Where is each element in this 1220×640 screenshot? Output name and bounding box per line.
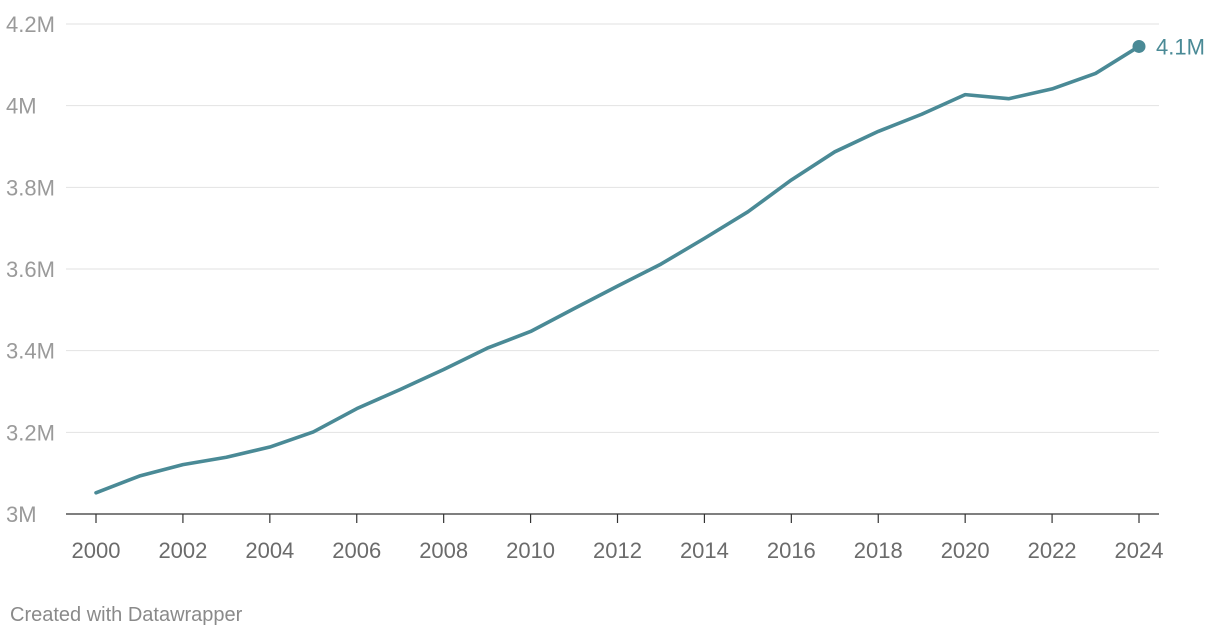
gridlines — [66, 23, 1159, 515]
x-tick-label: 2024 — [1115, 538, 1164, 563]
x-tick-label: 2012 — [593, 538, 642, 563]
x-tick-label: 2020 — [941, 538, 990, 563]
y-tick-label: 3.2M — [6, 420, 55, 445]
x-tick-label: 2004 — [245, 538, 294, 563]
x-tick-label: 2018 — [854, 538, 903, 563]
series-layer: 4.1M — [94, 34, 1205, 495]
x-tick-label: 2010 — [506, 538, 555, 563]
x-tick-label: 2022 — [1028, 538, 1077, 563]
x-tick-label: 2002 — [158, 538, 207, 563]
y-tick-label: 3.6M — [6, 257, 55, 282]
x-tick-label: 2008 — [419, 538, 468, 563]
x-tick-label: 2006 — [332, 538, 381, 563]
y-tick-label: 3.4M — [6, 339, 55, 364]
end-point-marker — [1132, 39, 1146, 53]
y-tick-label: 3.8M — [6, 175, 55, 200]
y-tick-label: 3M — [6, 502, 37, 527]
y-tick-label: 4M — [6, 94, 37, 119]
x-tick-label: 2000 — [72, 538, 121, 563]
credit-text: Created with Datawrapper — [10, 604, 243, 626]
end-value-label: 4.1M — [1156, 34, 1205, 59]
x-axis: 2000 2002 2004 2006 2008 2010 2012 2014 2016 2018… — [72, 514, 1164, 563]
y-axis-labels: 3M 3.2M 3.4M 3.6M 3.8M 4M 4.2M — [6, 12, 55, 527]
x-tick-label: 2016 — [767, 538, 816, 563]
y-tick-label: 4.2M — [6, 12, 55, 37]
series-line — [94, 44, 1141, 495]
x-tick-label: 2014 — [680, 538, 729, 563]
